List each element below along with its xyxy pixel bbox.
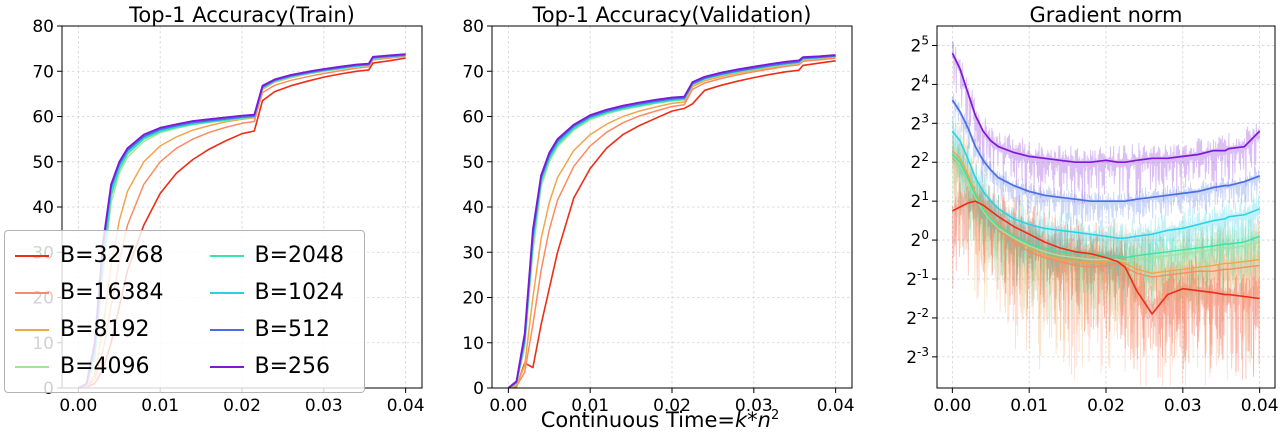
legend-label: B=4096 (60, 354, 150, 379)
svg-text:20: 20 (911, 228, 929, 251)
svg-text:20: 20 (462, 289, 484, 309)
validation-accuracy-chart: 0.00 0.01 0.02 0.03 0.04 0 10 20 30 40 50 60 70 80 (462, 17, 855, 416)
legend-line-swatch (209, 329, 244, 331)
legend-label: B=256 (254, 354, 331, 379)
svg-text:40: 40 (32, 198, 54, 218)
svg-text:0: 0 (473, 379, 484, 399)
xlabel-var-n: n (757, 408, 771, 432)
svg-text:60: 60 (462, 108, 484, 128)
legend-item: B=4096 (15, 351, 164, 383)
svg-text:0.00: 0.00 (933, 396, 971, 416)
svg-text:70: 70 (32, 62, 54, 82)
legend-item: B=512 (209, 314, 345, 346)
svg-text:70: 70 (462, 62, 484, 82)
svg-text:2-3: 2-3 (906, 345, 929, 368)
legend-label: B=16384 (60, 280, 164, 305)
svg-text:30: 30 (462, 243, 484, 263)
legend-line-swatch (15, 329, 49, 331)
svg-text:0.03: 0.03 (735, 396, 773, 416)
svg-text:0.03: 0.03 (1164, 396, 1202, 416)
x-axis-label: Continuous Time=k*n2 (440, 408, 880, 432)
legend-item: B=32768 (15, 240, 164, 272)
legend-item: B=16384 (15, 277, 164, 309)
chart-title-gradient: Gradient norm (1029, 3, 1183, 27)
xlabel-star: * (747, 408, 758, 432)
svg-text:10: 10 (462, 334, 484, 354)
gradient-norm-chart: 0.00 0.01 0.02 0.03 0.04 25 24 23 22 21 20 2-1 2-2 2-… (906, 25, 1279, 416)
svg-text:21: 21 (911, 189, 929, 212)
svg-text:0.01: 0.01 (571, 396, 609, 416)
svg-text:80: 80 (462, 17, 484, 37)
svg-text:22: 22 (911, 150, 929, 173)
svg-text:80: 80 (32, 17, 54, 37)
legend-line-swatch (15, 255, 49, 257)
xlabel-var-k: k (735, 408, 748, 432)
svg-text:0.00: 0.00 (489, 396, 527, 416)
legend-line-swatch (209, 255, 244, 257)
legend-label: B=32768 (60, 243, 164, 268)
svg-text:2-2: 2-2 (906, 306, 929, 329)
legend-label: B=1024 (254, 280, 345, 305)
svg-text:0.03: 0.03 (305, 396, 343, 416)
legend-label: B=2048 (254, 243, 345, 268)
svg-text:0.01: 0.01 (141, 396, 179, 416)
svg-text:24: 24 (911, 72, 929, 95)
legend-line-swatch (209, 292, 244, 294)
svg-text:50: 50 (32, 153, 54, 173)
svg-text:0.01: 0.01 (1010, 396, 1048, 416)
legend-line-swatch (15, 366, 49, 368)
svg-text:60: 60 (32, 108, 54, 128)
svg-text:0.02: 0.02 (1087, 396, 1125, 416)
svg-text:0.00: 0.00 (59, 396, 97, 416)
legend-line-swatch (209, 366, 244, 368)
svg-text:0.04: 0.04 (817, 396, 855, 416)
legend-item: B=1024 (209, 277, 345, 309)
chart-title-validation: Top-1 Accuracy(Validation) (532, 3, 812, 27)
xlabel-exponent: 2 (770, 408, 780, 423)
svg-text:0.02: 0.02 (653, 396, 691, 416)
legend-label: B=512 (254, 317, 331, 342)
legend-line-swatch (15, 292, 49, 294)
legend-label: B=8192 (60, 317, 150, 342)
svg-text:0.04: 0.04 (1241, 396, 1279, 416)
legend-item: B=2048 (209, 240, 345, 272)
svg-text:50: 50 (462, 153, 484, 173)
chart-title-train: Top-1 Accuracy(Train) (129, 3, 355, 27)
svg-text:2-1: 2-1 (906, 267, 929, 290)
xlabel-prefix: Continuous Time= (540, 408, 735, 432)
svg-text:0.02: 0.02 (223, 396, 261, 416)
legend-item: B=8192 (15, 314, 164, 346)
legend-item: B=256 (209, 351, 345, 383)
svg-text:40: 40 (462, 198, 484, 218)
svg-text:0.04: 0.04 (387, 396, 425, 416)
svg-text:25: 25 (911, 33, 929, 56)
legend: B=32768 B=16384 B=8192 B=4096 B=2048 B=1024 B=… (4, 230, 366, 393)
svg-text:23: 23 (911, 111, 929, 134)
